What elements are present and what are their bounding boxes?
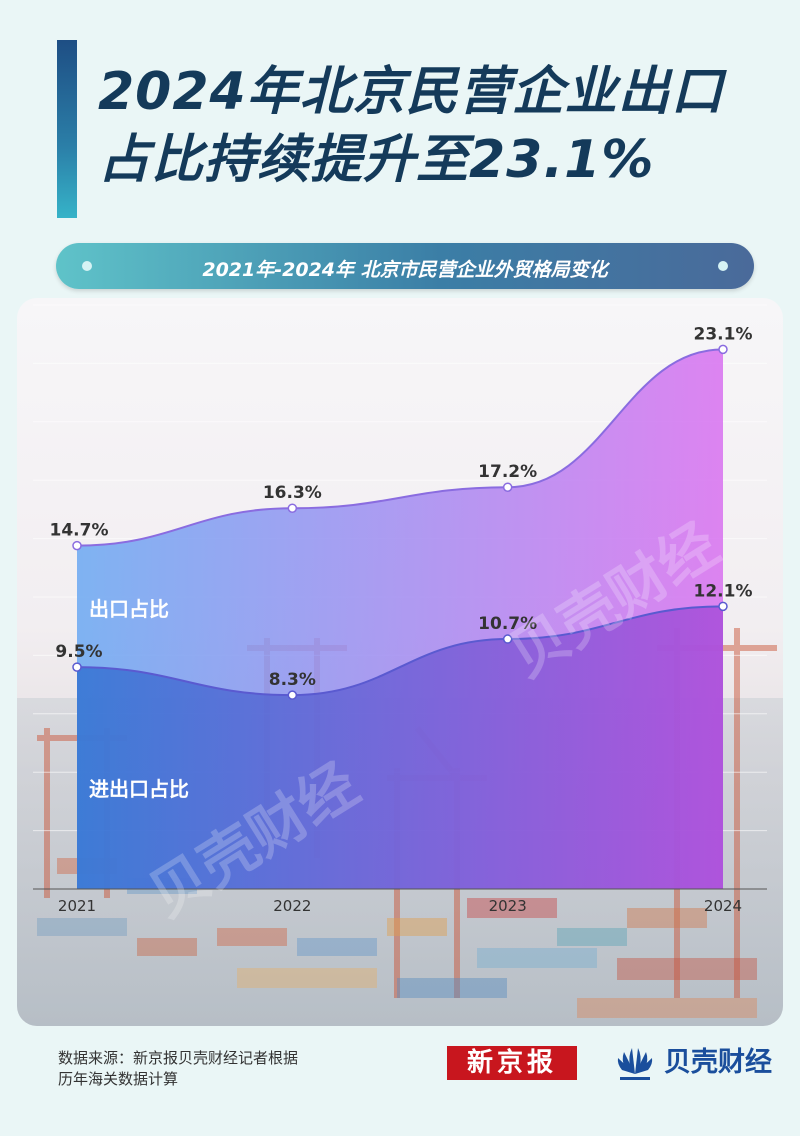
series-area-trade [77,606,723,889]
data-label: 17.2% [478,462,537,482]
series-label-export: 出口占比 [89,597,169,621]
source-line-1: 数据来源：新京报贝壳财经记者根据 [58,1049,299,1067]
data-label: 10.7% [478,614,537,634]
beike-shell-icon [617,1048,653,1080]
chart-card: 14.7% 16.3% 17.2% 23.1% 9.5% 8.3% 10.7% 12.1% 20… [17,298,783,1026]
data-point [287,503,298,513]
data-point [502,634,513,644]
x-tick-label: 2024 [704,897,742,915]
title-line-2: 占比持续提升至23.1% [98,130,655,190]
data-source-note: 数据来源：新京报贝壳财经记者根据 历年海关数据计算 [58,1048,358,1090]
source-line-2: 历年海关数据计算 [58,1070,179,1088]
data-label: 8.3% [269,670,316,690]
pill-dot-left-icon [82,261,92,271]
pill-dot-right-icon [718,261,728,271]
title-accent-bar [57,40,77,218]
x-tick-label: 2021 [58,897,96,915]
data-label: 9.5% [55,642,102,662]
data-point [718,601,728,612]
data-label: 23.1% [694,324,753,344]
series-label-trade: 进出口占比 [89,777,189,801]
data-point [287,690,298,700]
data-point [72,662,82,672]
xinjingbao-logo: 新京报 [447,1046,577,1080]
x-tick-label: 2023 [489,897,527,915]
title-line-1: 2024年北京民营企业出口 [98,62,724,122]
page-title: 2024年北京民营企业出口 占比持续提升至23.1% [98,58,788,194]
data-label: 12.1% [694,581,753,601]
beike-logo-text: 贝壳财经 [664,1047,772,1078]
data-label: 16.3% [263,483,322,503]
subtitle-pill: 2021年-2024年 北京市民营企业外贸格局变化 [56,243,754,289]
series-line-export [76,348,724,547]
data-point [502,482,513,492]
series-line-trade [76,605,724,697]
x-tick-label: 2022 [273,897,311,915]
data-label: 14.7% [50,521,109,541]
data-point [72,540,82,551]
data-point [718,344,728,355]
chart-subtitle: 2021年-2024年 北京市民营企业外贸格局变化 [202,259,608,281]
area-chart: 14.7% 16.3% 17.2% 23.1% 9.5% 8.3% 10.7% 12.1% 20… [33,304,767,930]
